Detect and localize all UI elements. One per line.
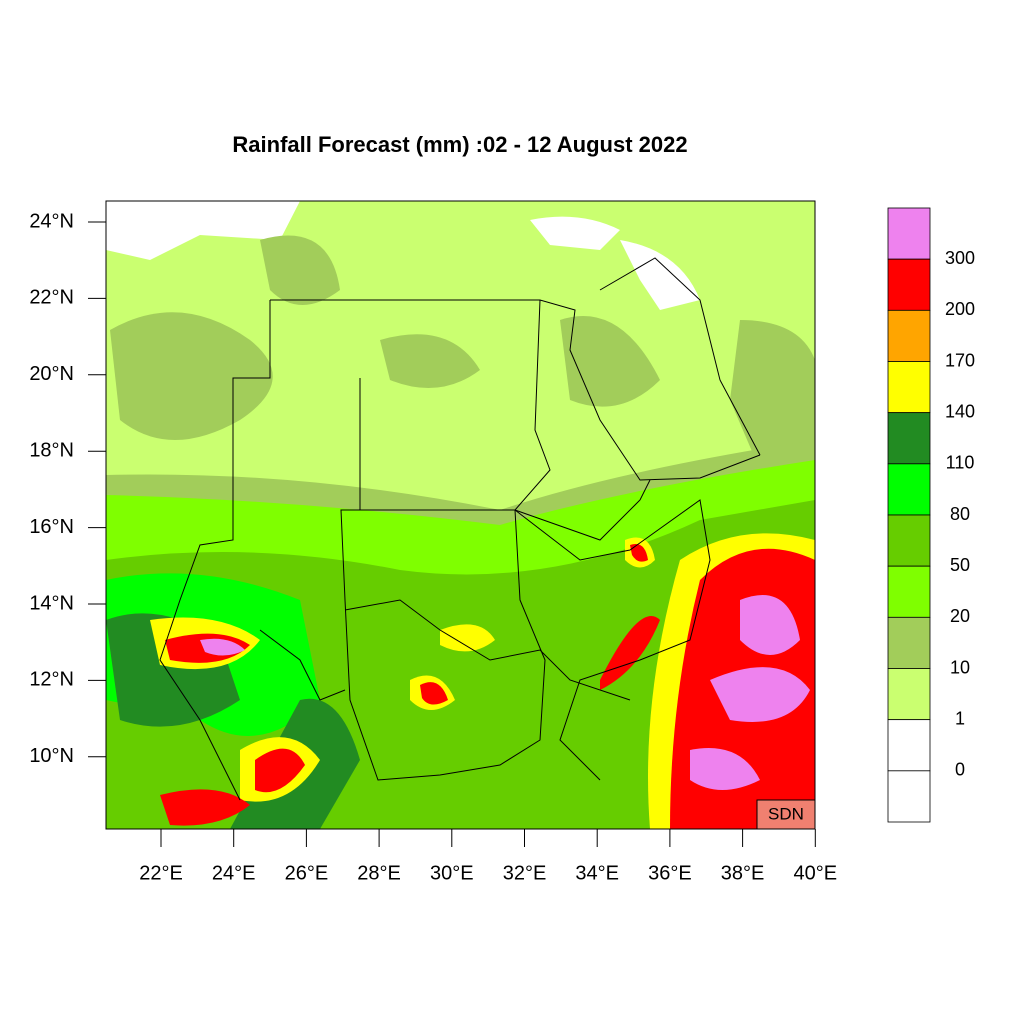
lat-label: 22°N xyxy=(29,287,74,309)
lat-label: 16°N xyxy=(29,516,74,538)
colorbar-label: 10 xyxy=(950,657,970,677)
map-frame xyxy=(105,200,816,830)
title: Rainfall Forecast (mm) :02 - 12 August 2… xyxy=(232,132,687,157)
colorbar-box xyxy=(887,565,931,618)
colorbar-label: 110 xyxy=(946,453,975,473)
colorbar-box xyxy=(887,616,931,669)
colorbar-box xyxy=(887,412,931,465)
lon-label: 34°E xyxy=(575,862,619,884)
rainfall-field xyxy=(106,201,815,829)
colorbar-box xyxy=(887,719,931,772)
lon-label: 24°E xyxy=(212,862,256,884)
colorbar-box xyxy=(887,668,931,721)
lat-label: 24°N xyxy=(29,210,74,232)
lat-label: 14°N xyxy=(29,592,74,614)
colorbar-label: 0 xyxy=(955,760,965,780)
colorbar-box xyxy=(887,514,931,567)
lon-label: 32°E xyxy=(503,862,547,884)
lon-label: 36°E xyxy=(648,862,692,884)
colorbar-box xyxy=(887,207,931,260)
lon-label: 22°E xyxy=(139,862,183,884)
colorbar-label: 300 xyxy=(945,248,975,268)
lat-label: 12°N xyxy=(29,669,74,691)
borders xyxy=(159,257,761,801)
colorbar-label: 20 xyxy=(950,606,970,626)
colorbar-label: 200 xyxy=(945,299,975,319)
badge: SDN xyxy=(768,804,804,823)
lon-label: 38°E xyxy=(721,862,765,884)
colorbar-box xyxy=(887,770,931,823)
colorbar-box xyxy=(887,309,931,362)
colorbar-label: 1 xyxy=(955,708,965,728)
colorbar-label: 170 xyxy=(945,350,975,370)
colorbar-box xyxy=(887,463,931,516)
colorbar-box xyxy=(887,258,931,311)
lat-label: 10°N xyxy=(29,745,74,767)
colorbar-label: 50 xyxy=(950,555,970,575)
lon-label: 30°E xyxy=(430,862,474,884)
badge-box xyxy=(756,799,816,830)
lat-label: 18°N xyxy=(29,439,74,461)
lon-label: 26°E xyxy=(285,862,329,884)
lat-label: 20°N xyxy=(29,363,74,385)
colorbar-box xyxy=(887,361,931,414)
lon-label: 28°E xyxy=(357,862,401,884)
colorbar-label: 140 xyxy=(945,401,975,421)
lon-label: 40°E xyxy=(794,862,838,884)
colorbar-label: 80 xyxy=(950,504,970,524)
